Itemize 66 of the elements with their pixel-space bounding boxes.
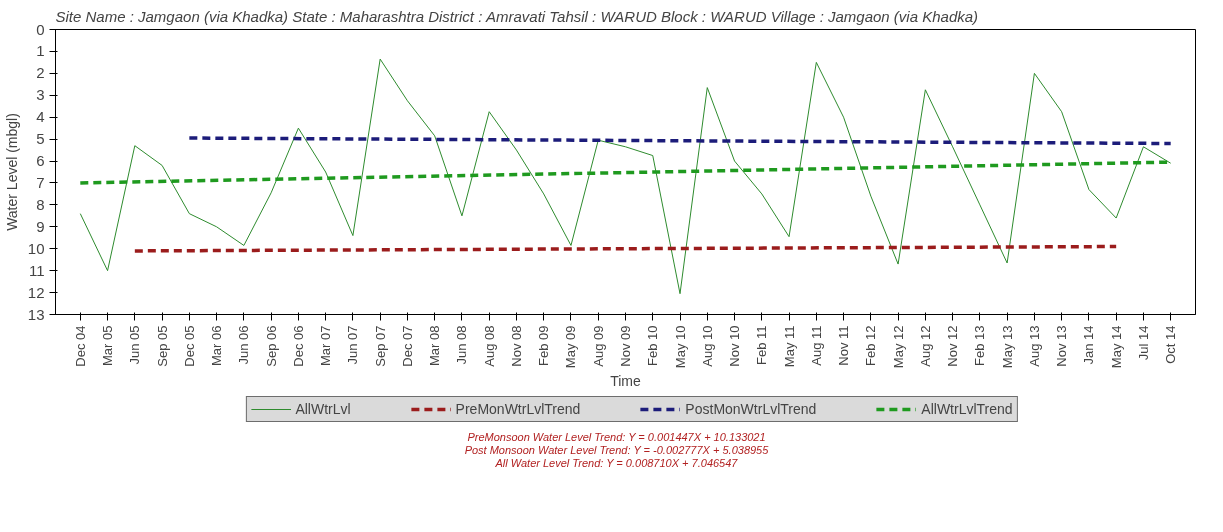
- x-tick-label: Dec 05: [181, 325, 197, 367]
- x-tick-label: Mar 06: [209, 325, 225, 366]
- y-tick-label: 11: [28, 261, 45, 279]
- x-tick-label: Aug 11: [808, 325, 824, 366]
- x-tick-label: Dec 04: [72, 325, 88, 367]
- text: PreMonsoon Water Level Trend: Y = 0.001447X + 10.133021: [467, 431, 766, 443]
- x-tick-label: Mar 07: [318, 325, 334, 366]
- x-tick-label: Jun 07: [345, 325, 361, 365]
- x-tick-label: Jan 14: [1081, 325, 1097, 365]
- x-tick-label: Aug 13: [1026, 325, 1042, 367]
- x-tick-label: Jun 08: [454, 325, 470, 365]
- x-tick-label: Feb 11: [754, 325, 770, 366]
- y-tick-label: 1: [36, 42, 45, 60]
- x-tick-label: May 09: [563, 325, 579, 369]
- y-tick-label: 7: [36, 173, 45, 191]
- x-tick-label: May 12: [890, 325, 906, 369]
- text: All Water Level Trend: Y = 0.008710X + 7.046547: [495, 457, 738, 469]
- legend-label: AllWtrLvlTrend: [921, 401, 1013, 417]
- y-axis-title: Water Level (mbgl): [3, 113, 20, 231]
- y-tick-label: 9: [36, 217, 45, 235]
- x-tick-label: Aug 08: [481, 325, 497, 367]
- x-tick-label: Dec 07: [399, 325, 415, 367]
- x-tick-label: Aug 10: [699, 325, 715, 367]
- x-tick-label: Sep 06: [263, 325, 279, 367]
- y-tick-label: 8: [36, 195, 45, 213]
- y-tick-label: 13: [27, 305, 45, 323]
- x-tick-label: Dec 06: [290, 325, 306, 367]
- x-tick-label: May 14: [1108, 325, 1124, 369]
- y-tick-label: 3: [36, 86, 45, 104]
- legend-label: PostMonWtrLvlTrend: [685, 401, 817, 417]
- chart-title: Site Name : Jamgaon (via Khadka) State : Maharashtra District : Amravati Tahsil : WARUD Block : WARUD Village : Jamgaon (via Khadka): [55, 7, 979, 25]
- x-tick-label: Mar 05: [100, 325, 116, 366]
- x-tick-label: Jul 14: [1135, 325, 1151, 361]
- x-tick-label: Oct 14: [1163, 325, 1179, 364]
- text: Post Monsoon Water Level Trend: Y = -0.002777X + 5.038955: [464, 444, 769, 456]
- y-tick-label: 5: [36, 130, 45, 148]
- y-tick-label: 12: [27, 283, 45, 301]
- y-tick-label: 4: [36, 108, 45, 126]
- x-tick-label: Feb 09: [536, 325, 552, 366]
- x-tick-label: Nov 11: [836, 325, 852, 366]
- x-tick-label: May 11: [781, 325, 797, 368]
- y-tick-label: 2: [36, 64, 45, 82]
- x-tick-label: Aug 12: [917, 325, 933, 367]
- x-tick-label: Nov 08: [508, 325, 524, 367]
- y-tick-label: 6: [36, 152, 45, 170]
- x-tick-label: Feb 10: [645, 325, 661, 366]
- x-tick-label: Feb 13: [972, 325, 988, 366]
- x-tick-label: Nov 10: [727, 325, 743, 367]
- x-axis-title: Time: [610, 373, 642, 390]
- x-tick-label: Aug 09: [590, 325, 606, 367]
- legend-label: AllWtrLvl: [295, 401, 351, 417]
- legend-label: PreMonWtrLvlTrend: [455, 401, 581, 417]
- y-tick-label: 10: [27, 239, 45, 257]
- x-tick-label: Feb 12: [863, 325, 879, 366]
- x-tick-label: Jun 05: [127, 325, 143, 365]
- x-tick-label: May 10: [672, 325, 688, 369]
- x-tick-label: Nov 09: [618, 325, 633, 367]
- x-tick-label: Nov 12: [945, 325, 961, 367]
- line-series: [79, 58, 1172, 295]
- x-tick-label: Sep 05: [154, 325, 170, 367]
- x-tick-label: Jun 06: [236, 325, 252, 365]
- x-tick-label: Sep 07: [372, 325, 388, 367]
- x-tick-label: Mar 08: [427, 325, 443, 366]
- x-tick-label: May 13: [999, 325, 1015, 369]
- y-tick-label: 0: [36, 20, 45, 38]
- x-tick-label: Nov 13: [1054, 325, 1070, 367]
